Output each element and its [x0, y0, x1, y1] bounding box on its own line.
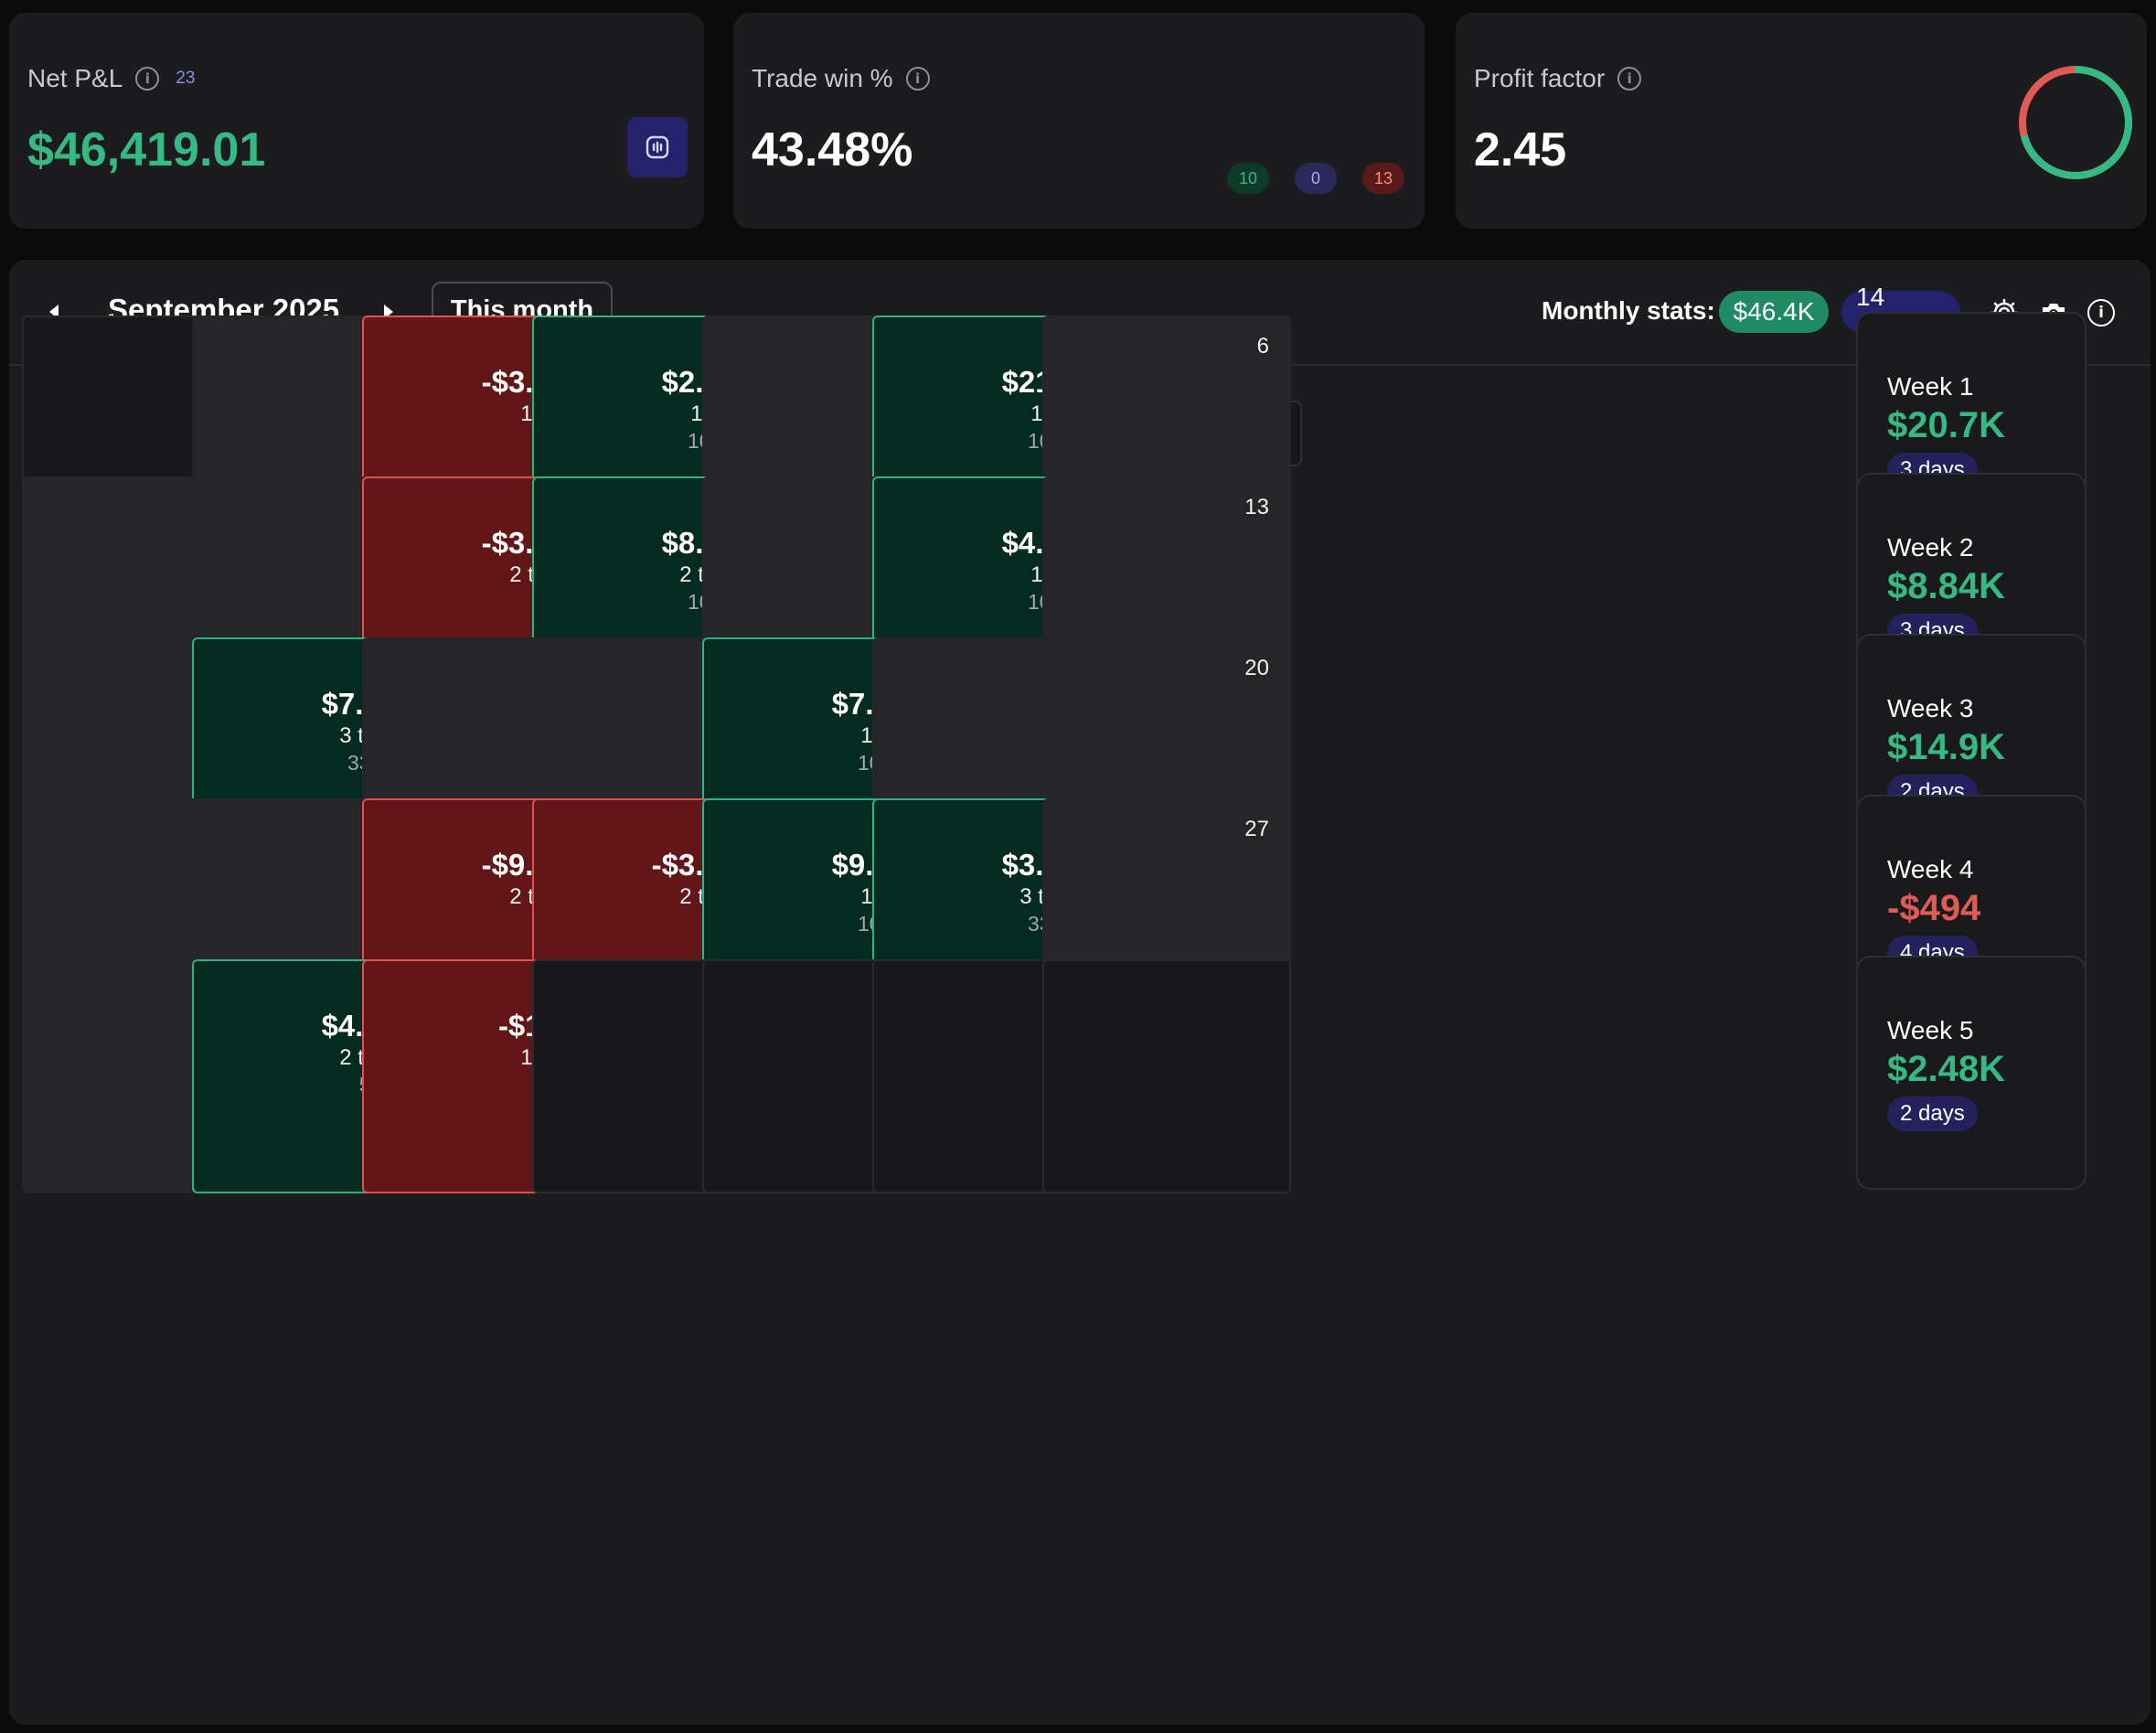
profit-factor-label-row: Profit factor i — [1474, 64, 1642, 93]
trade-win-card: Trade win % i 43.48% 10 0 13 — [733, 13, 2124, 229]
week-label: Week 4 — [1887, 855, 1974, 883]
net-pnl-value: $46,419.01 — [27, 123, 266, 177]
week-summary-card[interactable]: Week 5 $2.48K 2 days — [1856, 956, 2087, 1190]
breakeven-count: 0 — [1295, 163, 1337, 194]
week-label: Week 1 — [1887, 372, 1974, 401]
net-pnl-label-row: Net P&L i 23 — [27, 64, 195, 93]
profit-factor-value: 2.45 — [1474, 123, 1567, 177]
trade-win-label-row: Trade win % i — [752, 64, 930, 93]
week-pnl: -$494 — [1887, 888, 1981, 928]
week-label: Week 3 — [1887, 694, 1974, 722]
week-pnl: $14.9K — [1887, 727, 2005, 767]
pnl-calendar: September 2025 This month Monthly stats:… — [9, 260, 2151, 1725]
monthly-pnl-badge: $46.4K — [1719, 291, 1829, 333]
info-icon: i — [2087, 299, 2115, 326]
day-number: 27 — [1244, 817, 1269, 841]
week-days-badge: 2 days — [1887, 1096, 1978, 1131]
trade-win-value: 43.48% — [752, 123, 913, 177]
week-label: Week 5 — [1887, 1016, 1974, 1044]
day-number: 13 — [1244, 495, 1269, 519]
info-icon[interactable]: i — [135, 67, 160, 91]
week-label: Week 2 — [1887, 533, 1974, 562]
day-number: 6 — [1256, 334, 1269, 358]
week-pnl: $8.84K — [1887, 566, 2005, 606]
profit-factor-card: Profit factor i 2.45 — [1456, 13, 2147, 229]
losses-count: 13 — [1362, 163, 1404, 194]
chart-icon — [646, 135, 669, 159]
calendar-info-button[interactable]: i — [2085, 296, 2118, 329]
day-number: 20 — [1244, 656, 1269, 680]
info-icon[interactable]: i — [1617, 67, 1642, 91]
info-icon[interactable]: i — [905, 67, 930, 91]
profit-factor-donut — [2019, 66, 2132, 179]
net-pnl-card: Net P&L i 23 $46,419.01 — [9, 13, 704, 229]
calendar-day-empty — [1042, 959, 1291, 1193]
donut-profit-arc — [2019, 66, 2132, 179]
week-pnl: $20.7K — [1887, 405, 2005, 445]
trade-count-badge: 23 — [176, 69, 196, 88]
week-pnl: $2.48K — [1887, 1049, 2005, 1089]
monthly-stats-label: Monthly stats: — [1542, 296, 1715, 325]
net-pnl-label: Net P&L — [27, 64, 123, 92]
wins-count: 10 — [1227, 163, 1269, 194]
profit-factor-label: Profit factor — [1474, 64, 1606, 92]
chart-toggle-button[interactable] — [627, 117, 688, 177]
trade-win-label: Trade win % — [752, 64, 893, 92]
